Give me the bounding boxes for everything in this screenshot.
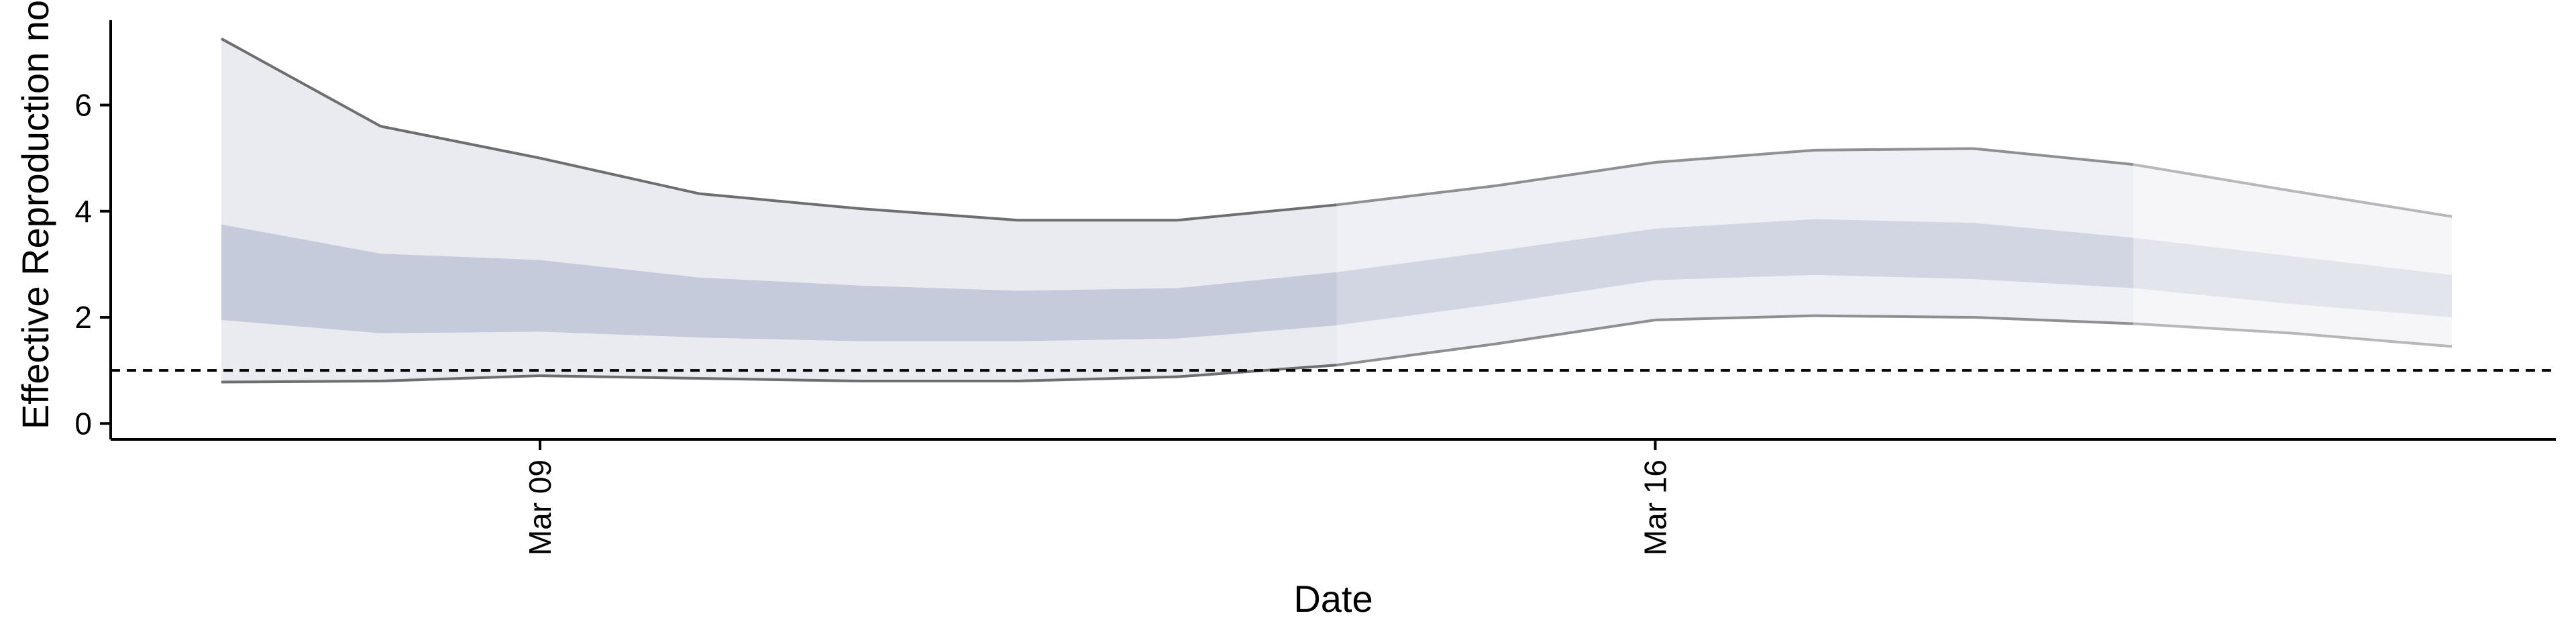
outer-interval-segment	[1018, 220, 1177, 381]
y-tick-label: 4	[74, 194, 92, 229]
outer-interval-segment	[1496, 162, 1656, 344]
inner-interval-segment	[540, 260, 700, 338]
lower-bound-line	[2133, 322, 2293, 335]
y-tick-label: 6	[74, 88, 92, 123]
outer-interval-segment	[2292, 191, 2452, 347]
upper-bound-line	[2133, 163, 2293, 193]
x-axis-ticks: Mar 09 Mar 16	[523, 439, 1673, 555]
outer-interval-segment	[699, 193, 859, 381]
lower-bound-line	[1018, 375, 1178, 382]
inner-interval-segment	[1815, 219, 1974, 280]
outer-interval-segment	[1336, 185, 1496, 366]
upper-bound-line	[699, 192, 859, 210]
upper-bound-line	[539, 156, 700, 195]
outer-interval-segment	[859, 208, 1018, 381]
lower-bound-line	[1495, 319, 1656, 345]
inner-interval-segment	[1974, 223, 2133, 288]
credible-interval-bands	[221, 38, 2452, 382]
inner-interval-segment	[2133, 237, 2293, 305]
outer-interval-segment	[1815, 148, 1974, 318]
lower-bound-line	[1974, 316, 2134, 325]
lower-bound-line	[1336, 342, 1497, 367]
inner-interval-segment	[1177, 272, 1337, 339]
lower-bound-line	[380, 374, 541, 382]
y-axis-ticks: 0 2 4 6	[74, 88, 111, 441]
lower-bound-line	[699, 377, 859, 382]
upper-bound-line	[1655, 148, 1815, 164]
outer-interval-segment	[1655, 150, 1815, 320]
inner-interval-segment	[1655, 219, 1815, 280]
outer-interval-segment	[540, 158, 700, 379]
outer-interval-segment	[380, 126, 540, 381]
interval-outline-lines	[221, 37, 2453, 384]
inner-interval-segment	[699, 277, 859, 341]
upper-bound-line	[1495, 161, 1656, 187]
y-axis-title: Effective Reproduction no	[14, 0, 56, 429]
upper-bound-line	[1177, 203, 1337, 222]
inner-interval-segment	[380, 254, 540, 333]
lower-bound-line	[2292, 331, 2453, 348]
upper-bound-line	[1336, 184, 1497, 207]
lower-bound-line	[539, 374, 700, 380]
inner-interval-segment	[221, 224, 381, 333]
lower-bound-line	[1814, 314, 1974, 319]
inner-interval-segment	[1336, 251, 1496, 325]
x-tick-label: Mar 16	[1638, 460, 1673, 555]
lower-bound-line	[221, 379, 381, 384]
x-tick-label: Mar 09	[523, 460, 557, 555]
y-tick-label: 2	[74, 300, 92, 335]
inner-interval-segment	[1018, 288, 1177, 341]
inner-interval-segment	[859, 285, 1018, 341]
upper-bound-line	[380, 125, 541, 160]
inner-interval-segment	[1496, 228, 1656, 305]
outer-interval-segment	[1177, 205, 1337, 377]
upper-bound-line	[1814, 147, 1974, 152]
inner-interval-segment	[2292, 256, 2452, 318]
upper-bound-line	[2292, 189, 2453, 218]
x-axis-title: Date	[1293, 578, 1373, 620]
y-tick-label: 0	[74, 406, 92, 441]
lower-bound-line	[1655, 314, 1815, 321]
upper-bound-line	[1974, 147, 2134, 166]
outer-interval-segment	[221, 38, 381, 382]
outer-interval-segment	[2133, 164, 2293, 333]
upper-bound-line	[221, 37, 382, 127]
upper-bound-line	[858, 207, 1018, 222]
outer-interval-segment	[1974, 148, 2133, 324]
